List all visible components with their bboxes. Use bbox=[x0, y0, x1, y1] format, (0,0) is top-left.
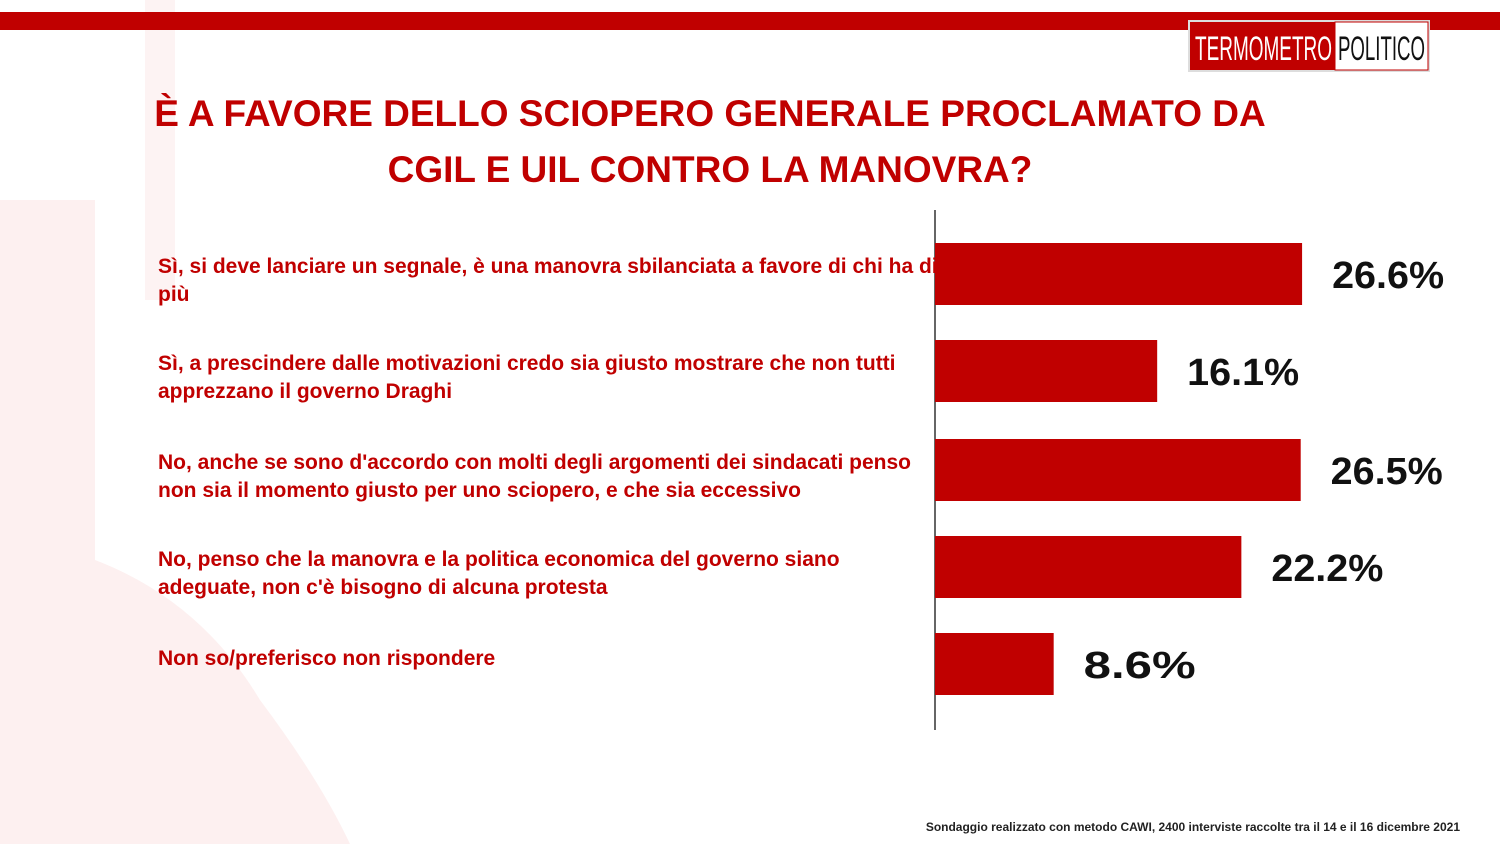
category-label: No, anche se sono d'accordo con molti de… bbox=[158, 451, 911, 502]
value-label: 8.6% bbox=[1084, 645, 1196, 687]
background-shape bbox=[145, 0, 175, 300]
top-band bbox=[0, 12, 1500, 30]
category-label: No, penso che la manovra e la politica e… bbox=[158, 548, 840, 599]
bar bbox=[935, 536, 1242, 598]
value-label: 22.2% bbox=[1271, 548, 1383, 590]
category-label: Sì, si deve lanciare un segnale, è una m… bbox=[158, 255, 938, 306]
logo-text: TERMOMETRO bbox=[1195, 30, 1332, 68]
logo-text: POLITICO bbox=[1338, 30, 1425, 68]
bar bbox=[935, 340, 1158, 402]
background-shape bbox=[0, 200, 350, 844]
value-label: 16.1% bbox=[1187, 352, 1299, 394]
category-label: Sì, a prescindere dalle motivazioni cred… bbox=[158, 352, 896, 403]
bar bbox=[935, 243, 1303, 305]
logo-box bbox=[1190, 22, 1335, 70]
footnote: Sondaggio realizzato con metodo CAWI, 24… bbox=[925, 820, 1460, 834]
bar bbox=[935, 633, 1054, 695]
value-label: 26.6% bbox=[1332, 255, 1444, 297]
chart-title: È A FAVORE DELLO SCIOPERO GENERALE PROCL… bbox=[154, 93, 1266, 190]
bar bbox=[935, 439, 1301, 501]
value-label: 26.5% bbox=[1331, 451, 1443, 493]
category-label: Non so/preferisco non rispondere bbox=[158, 647, 496, 670]
logo-box bbox=[1334, 21, 1429, 71]
